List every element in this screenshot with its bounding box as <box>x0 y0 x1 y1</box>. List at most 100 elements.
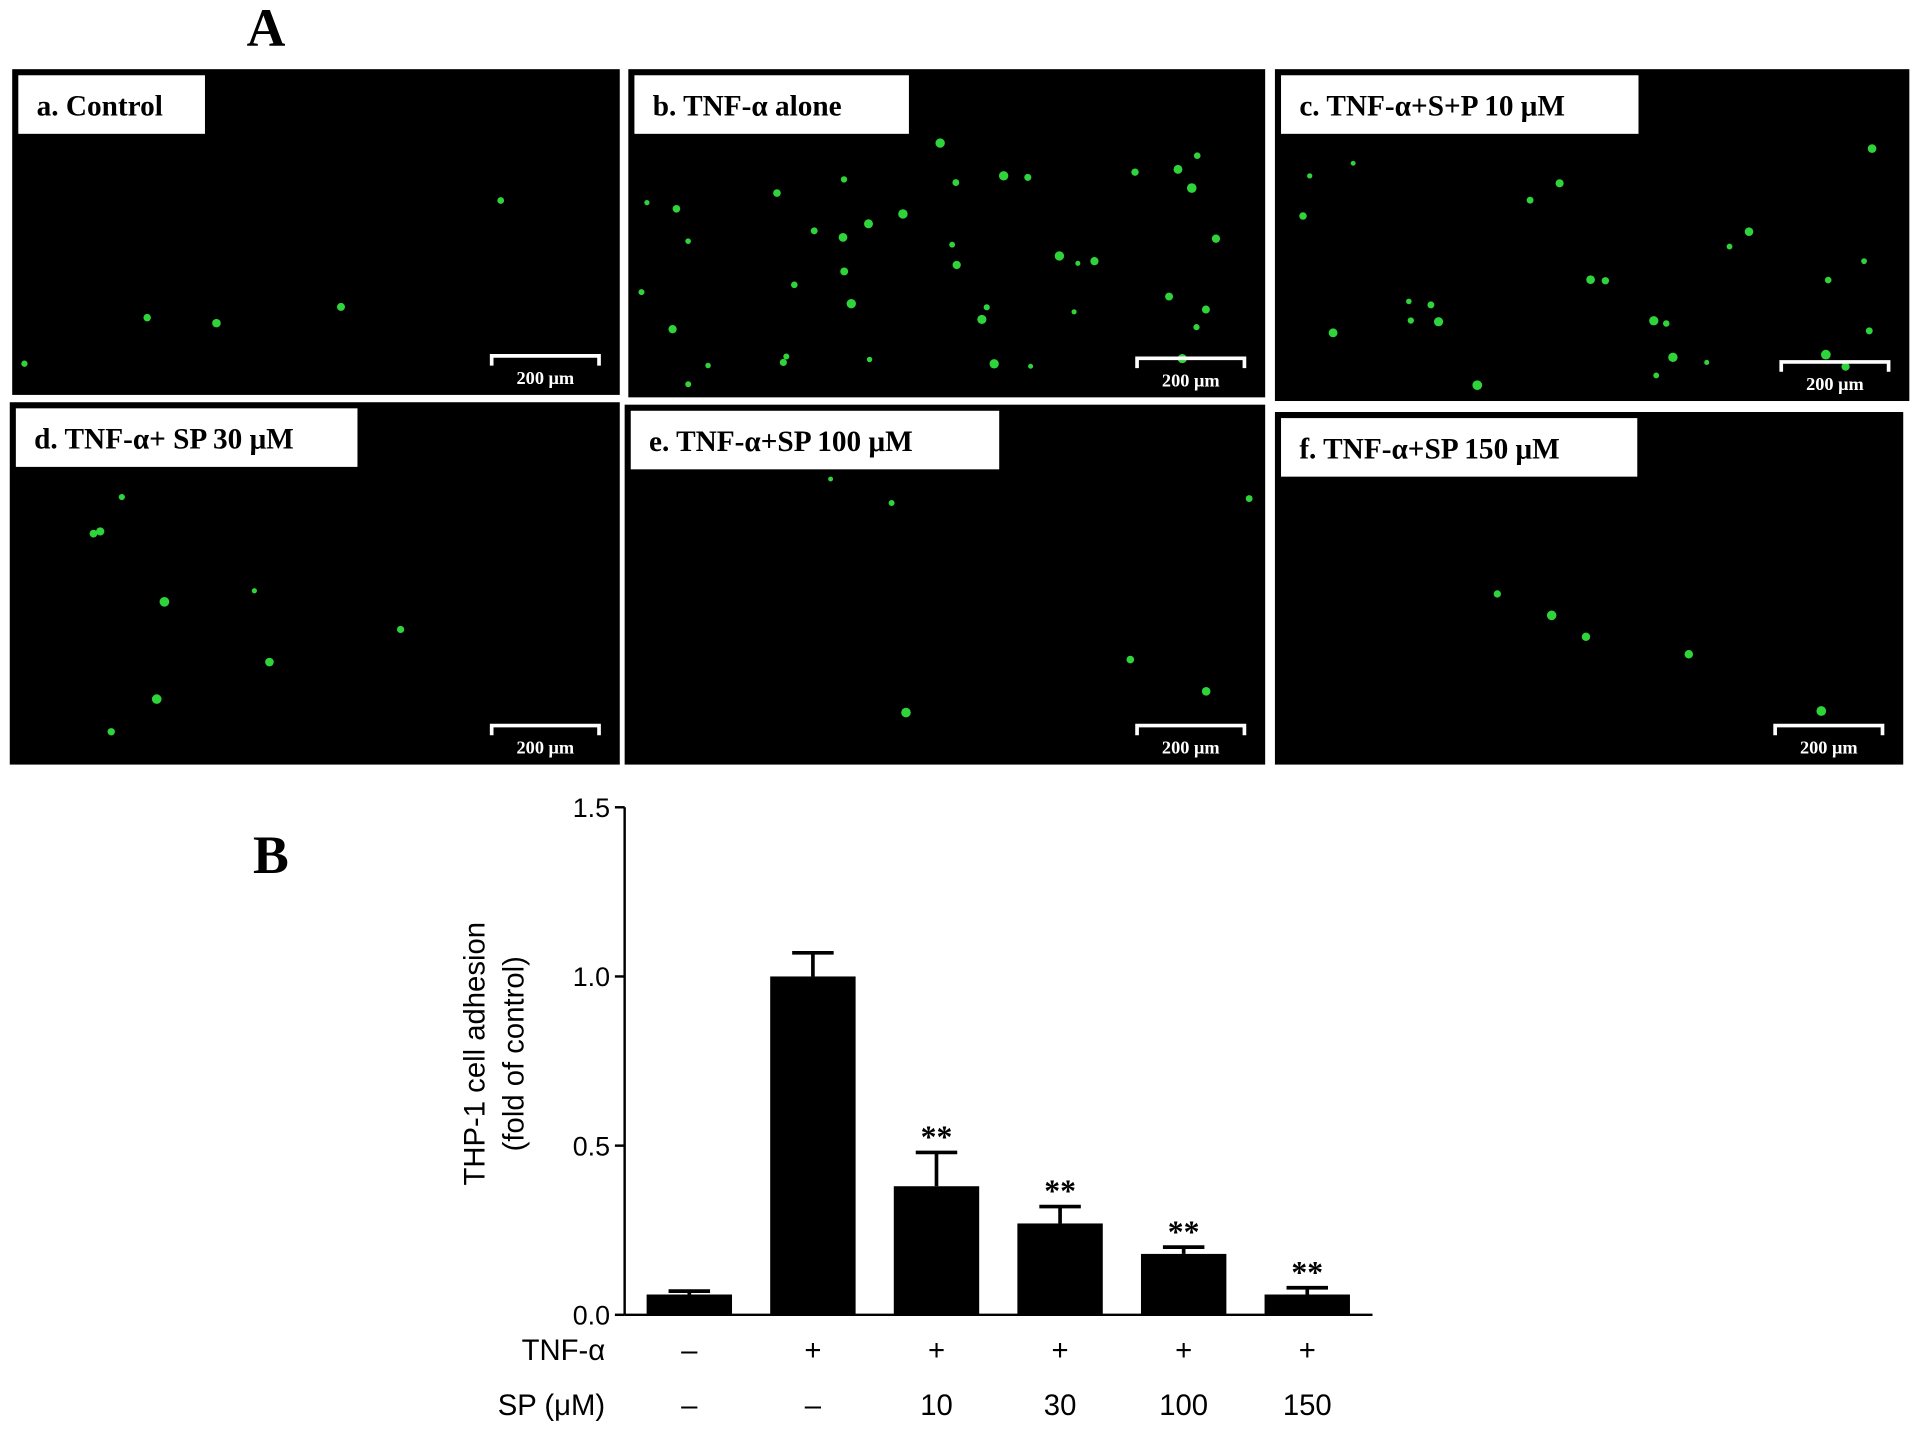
scale-bar-label: 200 μm <box>1800 738 1858 758</box>
cell-dot <box>1201 686 1211 696</box>
cell-dot <box>151 694 162 704</box>
cell-dot <box>1054 251 1065 261</box>
cell-dot <box>1299 212 1307 220</box>
scale-bar-label: 200 μm <box>1162 738 1220 758</box>
cell-dot <box>1193 324 1200 331</box>
cell-dot <box>1071 309 1077 315</box>
cell-dot <box>1131 168 1139 176</box>
cell-dot <box>1824 276 1832 284</box>
cell-dot <box>1653 372 1660 379</box>
x-tick-label: + <box>1052 1334 1069 1367</box>
cell-dot <box>1075 260 1081 266</box>
cell-dot <box>672 204 681 213</box>
cell-dot <box>107 728 115 736</box>
cell-dot <box>1841 362 1850 371</box>
y-axis-label: THP-1 cell adhesion <box>458 922 491 1186</box>
scale-bar <box>489 723 601 736</box>
cell-dot <box>989 359 999 369</box>
bar <box>893 1186 980 1315</box>
panel-letter: B <box>253 825 289 885</box>
cell-dot <box>1493 590 1501 598</box>
x-tick-label: 150 <box>1283 1389 1332 1422</box>
significance: ** <box>921 1120 953 1155</box>
cell-dot <box>21 360 28 367</box>
x-tick-label: + <box>1175 1334 1192 1367</box>
label-box <box>18 75 205 134</box>
cell-dot <box>159 596 170 607</box>
panel-letter: A <box>247 0 286 58</box>
cell-dot <box>1649 316 1659 326</box>
label-box <box>634 75 909 134</box>
cell-dot <box>705 362 711 369</box>
label-box <box>1281 418 1638 477</box>
y-tick-label: 0.0 <box>573 1301 610 1331</box>
y-tick-label: 1.0 <box>573 962 610 992</box>
cell-dot <box>497 197 505 204</box>
cell-dot <box>864 219 873 229</box>
cell-dot <box>1526 196 1534 204</box>
cell-dot <box>396 625 405 634</box>
cell-dot <box>1861 258 1867 265</box>
scale-bar <box>1135 356 1247 369</box>
cell-dot <box>1028 363 1034 369</box>
cell-dot <box>1867 144 1877 153</box>
cell-dot <box>773 189 781 197</box>
scale-bar-label: 200 μm <box>1162 370 1220 390</box>
cell-dot <box>1581 632 1591 642</box>
cell-dot <box>838 233 848 242</box>
cell-dot <box>888 499 895 506</box>
y-tick-label: 1.5 <box>573 793 610 823</box>
cell-dot <box>118 493 125 501</box>
cell-dot <box>1668 352 1678 362</box>
row-label: TNF-α <box>522 1334 606 1367</box>
cell-dot <box>265 657 274 667</box>
cell-dot <box>1201 305 1210 314</box>
cell-dot <box>1173 164 1183 174</box>
cell-dot <box>1865 327 1873 335</box>
scale-bar <box>489 354 601 366</box>
cell-dot <box>1245 495 1253 502</box>
cell-dot <box>1744 227 1754 236</box>
bar <box>1264 1294 1350 1315</box>
cell-dot <box>1211 234 1221 243</box>
cell-dot <box>779 358 787 367</box>
cell-dot <box>1126 655 1135 664</box>
label-box <box>630 410 1000 470</box>
cell-dot <box>998 171 1009 181</box>
cell-dot <box>846 298 856 309</box>
cell-dot <box>1816 706 1827 716</box>
bar <box>646 1294 733 1315</box>
cell-dot <box>1407 317 1414 324</box>
cell-dot <box>898 209 908 219</box>
y-axis-label: (fold of control) <box>497 956 530 1151</box>
image-label: e. TNF-α+SP 100 μM <box>649 426 913 458</box>
x-tick-label: – <box>681 1389 698 1422</box>
bar <box>1140 1253 1227 1315</box>
image-label: c. TNF-α+S+P 10 μM <box>1299 91 1565 123</box>
cell-dot <box>949 241 956 248</box>
x-tick-label: – <box>681 1334 698 1367</box>
cell-dot <box>1472 380 1483 391</box>
x-tick-label: 30 <box>1044 1389 1077 1422</box>
cell-dot <box>638 289 645 296</box>
cell-dot <box>89 529 98 538</box>
y-tick-label: 0.5 <box>573 1131 610 1161</box>
image-label: a. Control <box>37 91 163 123</box>
x-tick-label: + <box>1299 1334 1316 1367</box>
cell-dot <box>1433 317 1444 327</box>
x-tick-label: – <box>805 1389 822 1422</box>
cell-dot <box>866 356 873 363</box>
cell-dot <box>96 527 105 536</box>
cell-dot <box>1193 152 1201 160</box>
scale-bar-label: 200 μm <box>517 368 575 388</box>
cell-dot <box>901 707 911 718</box>
scale-bar <box>1135 723 1247 736</box>
cell-dot <box>685 238 691 244</box>
x-tick-label: + <box>928 1334 945 1367</box>
cell-dot <box>1546 610 1557 621</box>
row-label: SP (μM) <box>498 1389 605 1422</box>
significance: ** <box>1168 1214 1200 1249</box>
cell-dot <box>1090 257 1099 266</box>
cell-dot <box>783 353 790 360</box>
bar <box>1017 1223 1103 1315</box>
